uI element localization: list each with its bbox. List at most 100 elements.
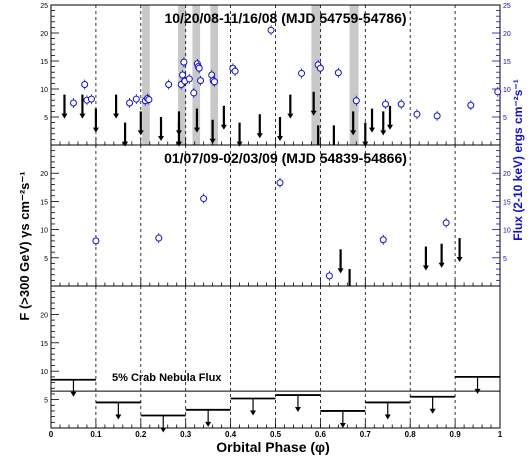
right-tick-label: 5 (503, 256, 507, 263)
panel-title: 01/07/09-02/03/09 (MJD 54839-54866) (164, 150, 407, 166)
x-axis-label: Orbital Phase (φ) (216, 439, 329, 455)
upper-limit-arrowhead (386, 124, 393, 130)
y-tick-label: 5 (44, 398, 48, 405)
y-tick-label: 10 (40, 87, 48, 94)
y-tick-label: 15 (40, 59, 48, 66)
reference-line-label: 5% Crab Nebula Flux (112, 372, 222, 384)
y-tick-label: 25 (40, 3, 48, 10)
data-point (276, 179, 284, 187)
panel-title: 10/20/08-11/16/08 (MJD 54759-54786) (164, 10, 406, 26)
upper-limit-arrowhead (422, 265, 429, 271)
upper-limit-arrowhead (337, 268, 344, 274)
data-point (397, 100, 405, 108)
upper-limit-arrowhead (362, 141, 369, 147)
x-tick-label: 0.4 (225, 430, 237, 439)
right-tick-label: 10 (503, 228, 511, 235)
x-tick-label: 0.1 (90, 430, 102, 439)
x-tick-label: 0.3 (180, 430, 192, 439)
binned-upper-limit-arrowhead (70, 391, 77, 397)
upper-limit-arrowhead (456, 257, 463, 263)
data-point (165, 81, 173, 89)
data-point (494, 88, 502, 96)
shaded-phase-band (192, 5, 201, 145)
upper-limit-arrowhead (287, 113, 294, 119)
data-point (413, 110, 421, 118)
upper-limit-arrowhead (158, 136, 165, 141)
binned-upper-limit-arrowhead (250, 410, 257, 416)
data-point (92, 237, 100, 245)
upper-limit-arrowhead (380, 130, 387, 136)
y-tick-label: 20 (40, 312, 48, 319)
y-tick-label: 15 (40, 341, 48, 348)
upper-limit-arrowhead (137, 130, 144, 136)
upper-limit-arrowhead (122, 141, 129, 147)
data-point (180, 58, 188, 66)
x-tick-label: 0.5 (270, 430, 282, 439)
data-point (467, 101, 475, 109)
upper-limit-arrowhead (369, 127, 376, 133)
panel-top: 5 10 15 20 25 5 10 15 20 25 10/20/08-11/16/08 (MJD… (40, 3, 511, 147)
binned-upper-limit-arrowhead (474, 388, 481, 394)
binned-upper-limit-arrowhead (294, 407, 301, 413)
upper-limit-arrowhead (350, 130, 357, 136)
data-point (334, 69, 342, 77)
x-tick-label: 0.2 (135, 430, 147, 439)
shaded-phase-band (142, 5, 150, 145)
upper-limit-arrowhead (92, 127, 99, 133)
shaded-phase-band (349, 5, 359, 145)
binned-upper-limit-arrowhead (160, 427, 167, 433)
upper-limit-arrowhead (79, 113, 86, 119)
data-point (179, 71, 187, 79)
upper-limit-arrowhead (220, 124, 227, 130)
binned-upper-limit-arrowhead (429, 408, 436, 414)
data-point (442, 219, 450, 227)
upper-limit-arrowhead (175, 141, 182, 147)
upper-limit-arrowhead (209, 138, 216, 144)
x-tick-label: 1 (498, 430, 503, 439)
data-point (298, 69, 306, 77)
right-tick-label: 15 (503, 59, 511, 66)
y-tick-label: 15 (40, 199, 48, 206)
data-point (155, 234, 163, 242)
data-point (200, 195, 208, 203)
y-axis-left-label: F (>300 GeV) γs cm⁻²s⁻¹ (17, 171, 32, 320)
right-tick-label: 10 (503, 87, 511, 94)
upper-limit-arrowhead (113, 113, 120, 119)
y-tick-label: 5 (44, 115, 48, 122)
data-point (267, 26, 275, 34)
data-point (195, 64, 203, 72)
data-point (352, 97, 360, 105)
y-tick-label: 20 (40, 31, 48, 38)
panel-bottom: 5 10 15 20 0 0.1 0.2 0.3 0.4 0.5 0.6 0.7 0.8 0.9 1 5% C… (40, 285, 503, 439)
x-tick-label: 0.8 (405, 430, 417, 439)
x-tick-label: 0.6 (315, 430, 327, 439)
binned-upper-limit-arrowhead (115, 414, 122, 420)
upper-limit-arrowhead (61, 113, 68, 119)
data-point (81, 81, 89, 89)
y-tick-label: 10 (40, 228, 48, 235)
data-point (231, 67, 239, 75)
right-tick-label: 25 (503, 3, 511, 10)
x-tick-label: 0.9 (450, 430, 462, 439)
panel-middle: 5 10 15 20 5 10 15 20 01/07/09-02/03/09 (MJD 548… (40, 144, 511, 287)
upper-limit-arrowhead (256, 133, 263, 139)
data-point (145, 96, 153, 104)
upper-limit-arrowhead (193, 127, 200, 133)
upper-limit-arrowhead (276, 136, 283, 141)
data-point (379, 236, 387, 244)
upper-limit-arrowhead (438, 262, 445, 268)
right-tick-label: 20 (503, 171, 511, 178)
data-point (126, 99, 134, 107)
shaded-phase-band (311, 5, 321, 145)
binned-upper-limit-arrowhead (384, 414, 391, 420)
y-axis-right-label: Flux (2-10 keV) ergs cm⁻²s⁻¹ (511, 79, 525, 240)
panel-frame (50, 144, 501, 287)
binned-upper-limit-arrowhead (205, 421, 212, 427)
right-tick-label: 5 (503, 115, 507, 122)
data-point (190, 89, 198, 97)
x-tick-label: 0.7 (360, 430, 372, 439)
data-point (316, 64, 324, 72)
